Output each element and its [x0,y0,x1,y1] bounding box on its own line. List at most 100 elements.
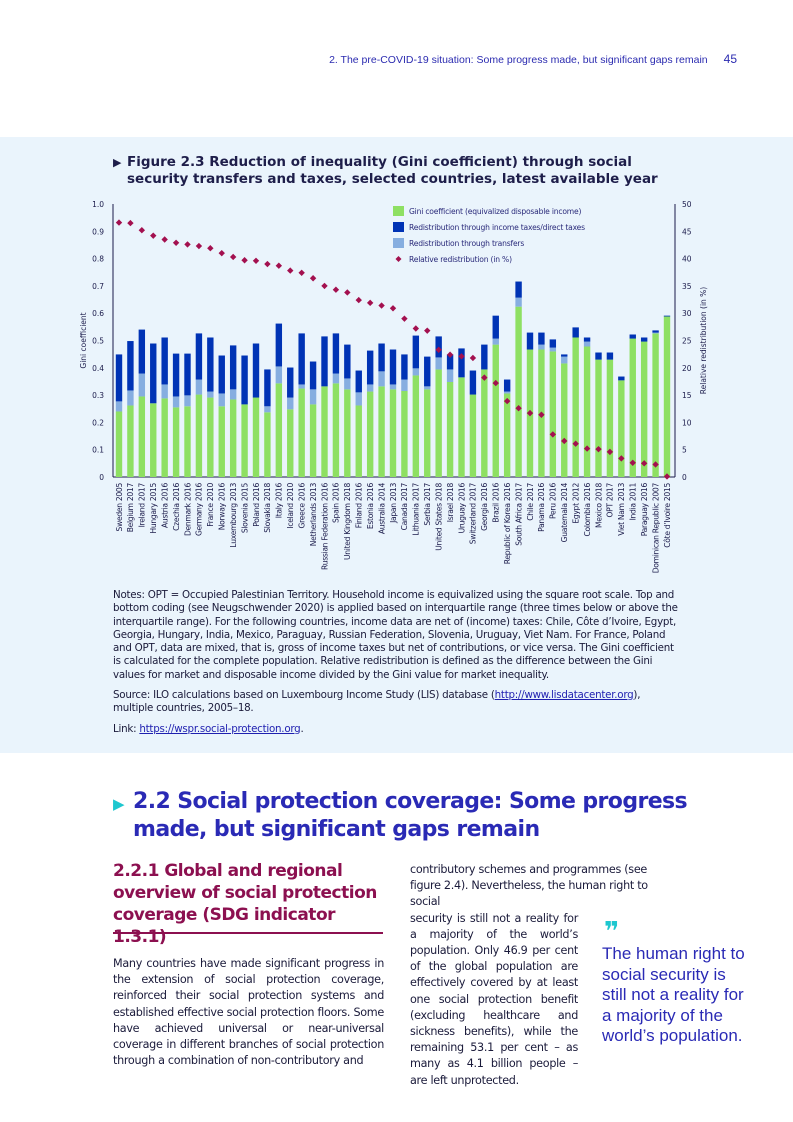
body-right-narrow: security is still not a reality for a ma… [410,911,578,1087]
x-tick-label: OPT 2017 [606,483,615,518]
x-tick-label: Paraguay 2016 [640,483,649,537]
lis-link[interactable]: http://www.lisdatacenter.org [494,689,634,702]
figure-notes: Notes: OPT = Occupied Palestinian Territ… [113,589,683,743]
x-tick-label: Denmark 2016 [183,483,192,537]
x-tick-label: Slovenia 2015 [240,483,249,534]
bar-transfers [412,368,420,376]
bar-taxes [207,337,214,392]
x-tick-label: Poland 2016 [252,483,261,527]
point-relative-redistribution [355,296,362,304]
bar-taxes [195,333,203,380]
link-end: . [300,722,304,735]
triangle-bullet-icon: ▶ [113,156,122,169]
wspr-link[interactable]: https://wspr.social-protection.org [139,722,301,735]
x-tick-label: Peru 2016 [549,483,558,519]
x-tick-label: Viet Nam 2013 [617,483,626,536]
x-tick-label: Georgia 2016 [480,483,489,531]
y-tick-label: 0 [99,473,104,482]
x-tick-label: Finland 2016 [355,483,364,529]
bar-gini [629,338,636,477]
point-relative-redistribution [378,302,385,309]
x-tick-label: Belgium 2017 [126,483,135,533]
bar-transfers [207,391,214,398]
bar-transfers [549,347,557,352]
point-relative-redistribution [595,445,602,453]
bar-taxes [629,334,636,339]
y2-tick-label: 35 [682,282,692,291]
bar-transfers [378,371,385,387]
bar-gini [287,409,294,477]
bar-taxes [275,323,283,367]
bar-gini [161,398,168,477]
point-relative-redistribution [207,245,214,252]
bar-taxes [640,337,648,342]
legend-label: Relative redistribution (in %) [409,255,512,264]
bar-gini [298,388,305,477]
point-relative-redistribution [127,219,134,227]
bar-transfers [298,384,305,389]
figure-title: ▶ Figure 2.3 Reduction of inequality (Gi… [113,154,673,188]
bar-taxes [663,315,671,317]
bar-taxes [595,352,602,360]
bar-taxes [503,379,511,392]
source-text: Source: ILO calculations based on Luxemb… [113,689,683,716]
point-relative-redistribution [481,374,488,381]
point-relative-redistribution [229,253,237,261]
point-relative-redistribution [241,257,248,264]
y2-tick-label: 15 [682,391,692,400]
legend-label: Redistribution through transfers [409,239,524,248]
quote-mark-icon: ❞ [604,917,620,947]
x-tick-label: Greece 2016 [297,483,306,529]
x-tick-label: Israel 2018 [446,483,455,523]
bar-taxes [298,333,305,385]
bar-transfers [503,391,511,394]
point-relative-redistribution [150,232,157,239]
x-tick-label: Luxembourg 2013 [229,483,238,548]
x-tick-label: Brazil 2016 [492,483,501,523]
link-line: Link: https://wspr.social-protection.org… [113,723,683,736]
bar-transfers [115,401,123,412]
point-relative-redistribution [401,315,408,322]
x-tick-label: Panama 2016 [537,483,546,532]
x-tick-label: United Kingdom 2018 [343,483,352,560]
bar-gini [138,396,146,477]
bar-transfers [492,338,499,345]
bar-taxes [127,341,134,391]
bar-gini [127,405,134,477]
bar-transfers [218,393,225,407]
bar-gini [275,383,283,477]
bar-gini [332,383,340,477]
bar-gini [229,399,237,477]
y2-tick-label: 25 [682,337,692,346]
point-relative-redistribution [184,241,191,248]
bar-taxes [150,343,157,404]
bar-taxes [446,354,454,370]
bar-taxes [538,332,545,345]
x-tick-label: Uruguay 2016 [457,483,466,534]
bar-gini [515,306,522,477]
x-tick-label: United States 2018 [434,483,443,551]
point-relative-redistribution [526,409,534,417]
y2-tick-label: 5 [682,446,687,455]
point-relative-redistribution [424,327,431,334]
bar-gini [115,411,123,477]
y-tick-label: 0.3 [92,391,104,400]
y-tick-label: 0.5 [92,337,104,346]
x-tick-label: South Africa 2017 [514,483,523,546]
bar-transfers [652,332,659,334]
x-tick-label: Russian Federation 2016 [320,483,329,570]
point-relative-redistribution [640,460,648,467]
bar-gini [481,369,488,477]
bar-transfers [172,396,180,408]
bar-taxes [652,330,659,333]
x-tick-label: Dominican Republic 2007 [651,483,660,574]
bar-gini [652,333,659,477]
bar-transfers [561,356,568,364]
bar-gini [424,389,431,477]
bar-taxes [572,327,579,338]
bar-taxes [321,336,328,387]
x-tick-label: Mexico 2018 [594,483,603,528]
bar-transfers [309,389,317,405]
bar-transfers [229,389,237,400]
bar-transfers [515,297,522,307]
